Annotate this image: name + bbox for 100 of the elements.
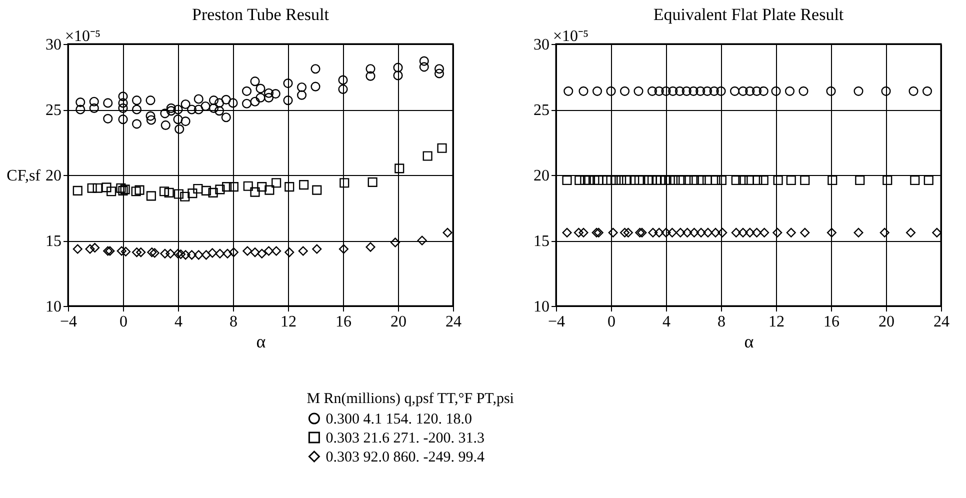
point <box>773 175 783 186</box>
point <box>90 242 100 252</box>
point <box>922 86 932 96</box>
legend-label: 0.303 21.6 271. -200. 31.3 <box>326 430 484 446</box>
point <box>92 183 102 193</box>
point <box>702 86 712 96</box>
point <box>730 86 740 96</box>
point <box>228 248 238 258</box>
point <box>574 175 584 186</box>
point <box>299 180 309 190</box>
point <box>180 250 190 260</box>
point <box>257 248 267 258</box>
x-tick-label: 0 <box>120 314 128 330</box>
point <box>284 248 294 258</box>
point <box>668 86 678 96</box>
point <box>194 250 204 260</box>
point <box>716 86 726 96</box>
x-tick-label: 12 <box>768 314 784 330</box>
point <box>592 86 602 96</box>
point <box>616 175 626 186</box>
x-tick-label: 20 <box>878 314 894 330</box>
point <box>580 175 590 186</box>
point <box>578 86 588 96</box>
point <box>574 228 584 238</box>
point <box>132 248 142 258</box>
y-tick-label: 20 <box>46 168 62 184</box>
point <box>634 175 644 186</box>
point <box>72 186 82 196</box>
point <box>368 177 378 187</box>
point <box>131 186 141 196</box>
point <box>620 86 630 96</box>
point <box>366 242 376 252</box>
x-tick-label: 8 <box>718 314 726 330</box>
point <box>417 236 427 246</box>
y-tick-label: 20 <box>534 168 550 184</box>
point <box>264 246 274 256</box>
point <box>696 175 706 186</box>
point <box>437 143 447 153</box>
point <box>147 248 157 258</box>
point <box>772 228 782 238</box>
point <box>910 175 920 186</box>
point <box>676 228 686 238</box>
point <box>644 175 654 186</box>
point <box>85 244 95 254</box>
point <box>718 228 728 238</box>
x-tick-label: 24 <box>446 314 462 330</box>
point <box>784 86 795 96</box>
point <box>136 248 146 258</box>
point <box>608 228 618 238</box>
y-tick-label: 30 <box>46 36 62 54</box>
point <box>703 228 713 238</box>
annotation: ×10⁻⁵ <box>553 28 589 45</box>
y-tick-label: 25 <box>46 102 62 119</box>
point <box>654 86 664 96</box>
x-tick-label: 16 <box>336 314 352 330</box>
point <box>826 86 836 96</box>
point <box>188 188 198 198</box>
point <box>828 175 838 186</box>
x-tick-label: 24 <box>934 314 950 330</box>
x-tick-label: 4 <box>174 314 182 330</box>
point <box>272 178 282 188</box>
x-tick-label: 4 <box>662 314 670 330</box>
point <box>116 183 126 193</box>
x-tick-label: −4 <box>548 314 566 330</box>
point <box>390 238 400 248</box>
y-tick-label: 30 <box>534 36 550 54</box>
point <box>422 151 432 161</box>
point <box>623 228 633 238</box>
point <box>771 86 781 96</box>
point <box>134 185 144 195</box>
point <box>752 228 762 238</box>
point <box>709 86 719 96</box>
point <box>620 228 630 238</box>
point <box>150 248 160 258</box>
point <box>731 175 741 186</box>
point <box>661 86 671 96</box>
point <box>854 228 864 238</box>
point <box>924 175 934 186</box>
point <box>284 182 294 192</box>
x-tick-label: 16 <box>824 314 840 330</box>
point <box>689 228 699 238</box>
point <box>854 86 864 96</box>
point <box>786 228 796 238</box>
point <box>250 187 260 197</box>
point <box>102 182 112 192</box>
x-tick-label: −4 <box>60 314 78 330</box>
point <box>710 228 720 238</box>
point <box>689 175 699 186</box>
point <box>634 86 644 96</box>
point <box>738 228 748 238</box>
point <box>758 86 768 96</box>
point <box>116 246 126 256</box>
point <box>800 175 810 186</box>
point <box>798 86 808 96</box>
point <box>647 86 658 96</box>
point <box>760 228 770 238</box>
point <box>682 86 692 96</box>
point <box>166 248 176 258</box>
point <box>702 175 712 186</box>
x-axis-title: α <box>256 332 266 352</box>
